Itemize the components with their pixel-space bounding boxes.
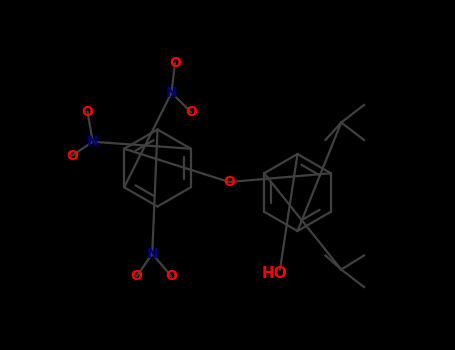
Text: N: N [147, 247, 158, 261]
Text: O: O [166, 270, 177, 284]
Text: HO: HO [262, 266, 288, 280]
Text: O: O [169, 56, 181, 70]
Text: O: O [185, 105, 197, 119]
Text: O: O [66, 149, 78, 163]
Text: O: O [223, 175, 235, 189]
Text: N: N [166, 86, 177, 100]
Text: O: O [81, 105, 93, 119]
Text: O: O [131, 270, 142, 284]
Text: N: N [87, 135, 99, 149]
